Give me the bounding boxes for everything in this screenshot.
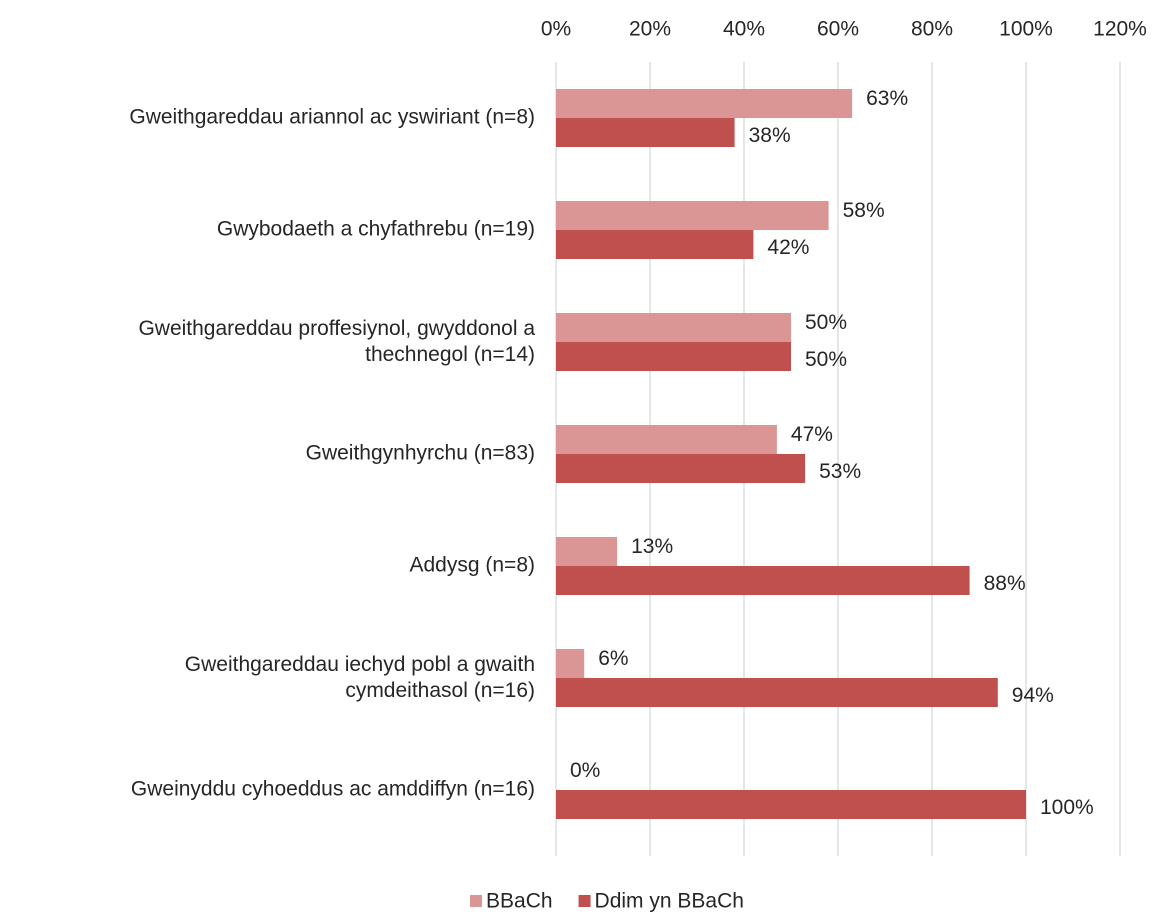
data-label: 88%	[984, 572, 1026, 595]
x-tick-label: 0%	[541, 18, 571, 41]
legend-label: Ddim yn BBaCh	[595, 890, 744, 913]
data-label: 47%	[791, 423, 833, 446]
data-label: 50%	[805, 348, 847, 371]
data-label: 100%	[1040, 796, 1094, 819]
data-label: 0%	[570, 759, 600, 782]
bar	[556, 649, 585, 678]
x-tick-label: 20%	[629, 18, 671, 41]
bar	[556, 454, 806, 483]
x-tick-label: 120%	[1093, 18, 1147, 41]
x-tick-label: 40%	[723, 18, 765, 41]
x-tick-label: 60%	[817, 18, 859, 41]
data-label: 53%	[819, 460, 861, 483]
category-label: Gweithgareddau iechyd pobl a gwaith cymde…	[185, 653, 535, 702]
bar	[556, 201, 829, 230]
legend-label: BBaCh	[486, 890, 553, 913]
bar	[556, 537, 618, 566]
bar	[556, 89, 853, 118]
x-tick-label: 80%	[911, 18, 953, 41]
bar	[556, 118, 735, 147]
category-label: Gweithgynhyrchu (n=83)	[306, 442, 535, 465]
data-label: 6%	[598, 647, 628, 670]
bar	[556, 678, 998, 707]
bar	[556, 425, 777, 454]
data-label: 38%	[749, 124, 791, 147]
legend-swatch	[578, 895, 591, 907]
data-label: 58%	[843, 199, 885, 222]
bar	[556, 230, 754, 259]
data-label: 50%	[805, 311, 847, 334]
category-label: Gweinyddu cyhoeddus ac amddiffyn (n=16)	[131, 778, 535, 801]
data-label: 63%	[866, 87, 908, 110]
legend-swatch	[470, 895, 482, 907]
bar	[556, 566, 970, 595]
category-label: Addysg (n=8)	[410, 554, 536, 577]
data-label: 13%	[631, 535, 673, 558]
category-label: Gwybodaeth a chyfathrebu (n=19)	[217, 218, 535, 241]
data-label: 42%	[767, 236, 809, 259]
bar	[556, 342, 791, 371]
bar	[556, 313, 791, 342]
x-tick-label: 100%	[999, 18, 1053, 41]
data-label: 94%	[1012, 684, 1054, 707]
category-label: Gweithgareddau ariannol ac yswiriant (n=…	[129, 106, 535, 129]
category-label: Gweithgareddau proffesiynol, gwyddonol a…	[138, 317, 535, 366]
bar	[556, 790, 1026, 819]
